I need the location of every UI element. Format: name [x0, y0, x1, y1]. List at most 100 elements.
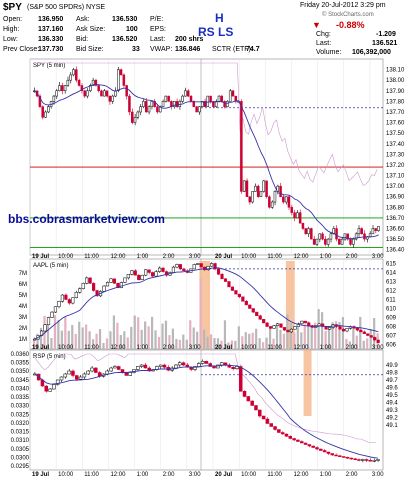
- candle-body: [193, 366, 197, 370]
- candle-body: [44, 111, 47, 118]
- marker-ls: LS: [218, 25, 234, 39]
- stat-value: 137.730: [38, 46, 64, 53]
- volume-bar: [123, 331, 126, 349]
- y-tick-label: 137.40: [386, 142, 405, 148]
- volume-bar: [275, 323, 279, 349]
- stat-value: 137.160: [38, 26, 64, 33]
- candle-body: [147, 106, 151, 113]
- stat-label: P/E:: [150, 16, 164, 23]
- candle-body: [212, 366, 216, 369]
- candle-body: [116, 283, 120, 289]
- x-tick-label: 2:00: [346, 472, 358, 478]
- candle-body: [284, 433, 289, 437]
- candle-body: [376, 459, 380, 461]
- candle-body: [108, 95, 112, 102]
- y-tick-label: 137.00: [386, 184, 405, 190]
- candle-body: [63, 85, 67, 92]
- x-tick-label: 1:00: [137, 345, 149, 351]
- moving-average-line: [34, 267, 379, 340]
- x-tick-label: 3:00: [189, 254, 201, 260]
- candle-body: [128, 95, 131, 113]
- y-tick-label: 610: [386, 307, 397, 313]
- x-tick-label: 11:00: [267, 472, 282, 478]
- y-tick-label: 606: [386, 343, 397, 349]
- candle-body: [345, 457, 350, 459]
- x-tick-label: 10:00: [58, 472, 74, 478]
- stat-label: Ask:: [76, 16, 90, 23]
- candle-body: [157, 267, 162, 272]
- x-tick-label: 10:00: [58, 254, 74, 260]
- volume-tick-label: 6M: [19, 282, 27, 288]
- x-tick-label: 19 Jul: [32, 254, 49, 260]
- volume-bar: [331, 322, 334, 349]
- candle-body: [299, 441, 304, 444]
- symbol: $PY: [3, 2, 22, 13]
- pane-title: AAPL (5 min): [33, 263, 68, 269]
- x-tick-label: 20 Jul: [215, 345, 232, 351]
- x-tick-label: 12:00: [110, 254, 126, 260]
- candle-body: [251, 308, 255, 313]
- candle-body: [161, 101, 165, 107]
- candle-body: [122, 74, 126, 86]
- stockcharts-watermark: © StockCharts.com: [322, 12, 374, 18]
- candle-body: [142, 101, 145, 107]
- pane-title: SPY (5 min): [33, 63, 65, 69]
- volume-bar: [98, 329, 102, 349]
- candle-body: [136, 366, 140, 370]
- candle-body: [61, 85, 64, 92]
- candle-body: [123, 277, 127, 283]
- candle-body: [58, 85, 61, 92]
- volume-label: Volume:: [316, 49, 342, 56]
- candle-body: [55, 90, 58, 97]
- candle-body: [151, 272, 155, 277]
- candle-body: [59, 376, 64, 381]
- volume-bar: [168, 335, 171, 349]
- volume-bar: [262, 342, 265, 349]
- marker-rs: RS: [198, 25, 215, 39]
- candle-body: [71, 370, 75, 376]
- y-tick-label: 137.80: [386, 99, 405, 105]
- candle-body: [109, 278, 113, 283]
- volume-bar: [116, 322, 119, 349]
- candle-body: [181, 95, 184, 102]
- x-tick-label: 1:00: [320, 472, 332, 478]
- candle-body: [105, 282, 110, 287]
- candle-body: [144, 101, 148, 113]
- candle-body: [259, 191, 263, 197]
- marker-h: H: [215, 11, 224, 25]
- volume-bar: [369, 329, 372, 349]
- highlight-band: [303, 350, 312, 416]
- candle-body: [100, 90, 103, 97]
- candle-body: [377, 226, 380, 231]
- change-percent: -0.88%: [336, 20, 365, 30]
- candle-body: [95, 290, 99, 297]
- candle-body: [86, 90, 89, 97]
- volume-bar: [296, 327, 299, 349]
- volume-bar: [109, 331, 112, 349]
- volume-bar: [171, 328, 174, 349]
- volume-bar: [314, 322, 317, 349]
- x-tick-label: 11:00: [84, 345, 99, 351]
- y-tick-label: 49.3: [386, 408, 398, 414]
- candle-body: [137, 274, 141, 280]
- candle-body: [341, 456, 346, 458]
- candle-body: [349, 457, 354, 460]
- candle-body: [220, 274, 224, 280]
- stat-label: SCTR (ETF):: [212, 46, 253, 53]
- left-tick-label: 0.0335: [11, 395, 30, 401]
- candle-body: [303, 442, 308, 445]
- candle-body: [287, 196, 291, 208]
- candle-body: [223, 278, 228, 282]
- candle-body: [231, 367, 235, 369]
- candle-body: [147, 367, 151, 372]
- candle-body: [353, 458, 357, 460]
- candle-body: [126, 274, 130, 279]
- candle-body: [296, 439, 300, 442]
- candle-body: [284, 196, 288, 203]
- candle-body: [269, 423, 273, 427]
- candle-body: [258, 315, 262, 320]
- candle-body: [94, 79, 98, 86]
- volume-bar: [102, 342, 105, 349]
- x-tick-label: 2:00: [346, 254, 358, 260]
- candle-body: [279, 185, 282, 197]
